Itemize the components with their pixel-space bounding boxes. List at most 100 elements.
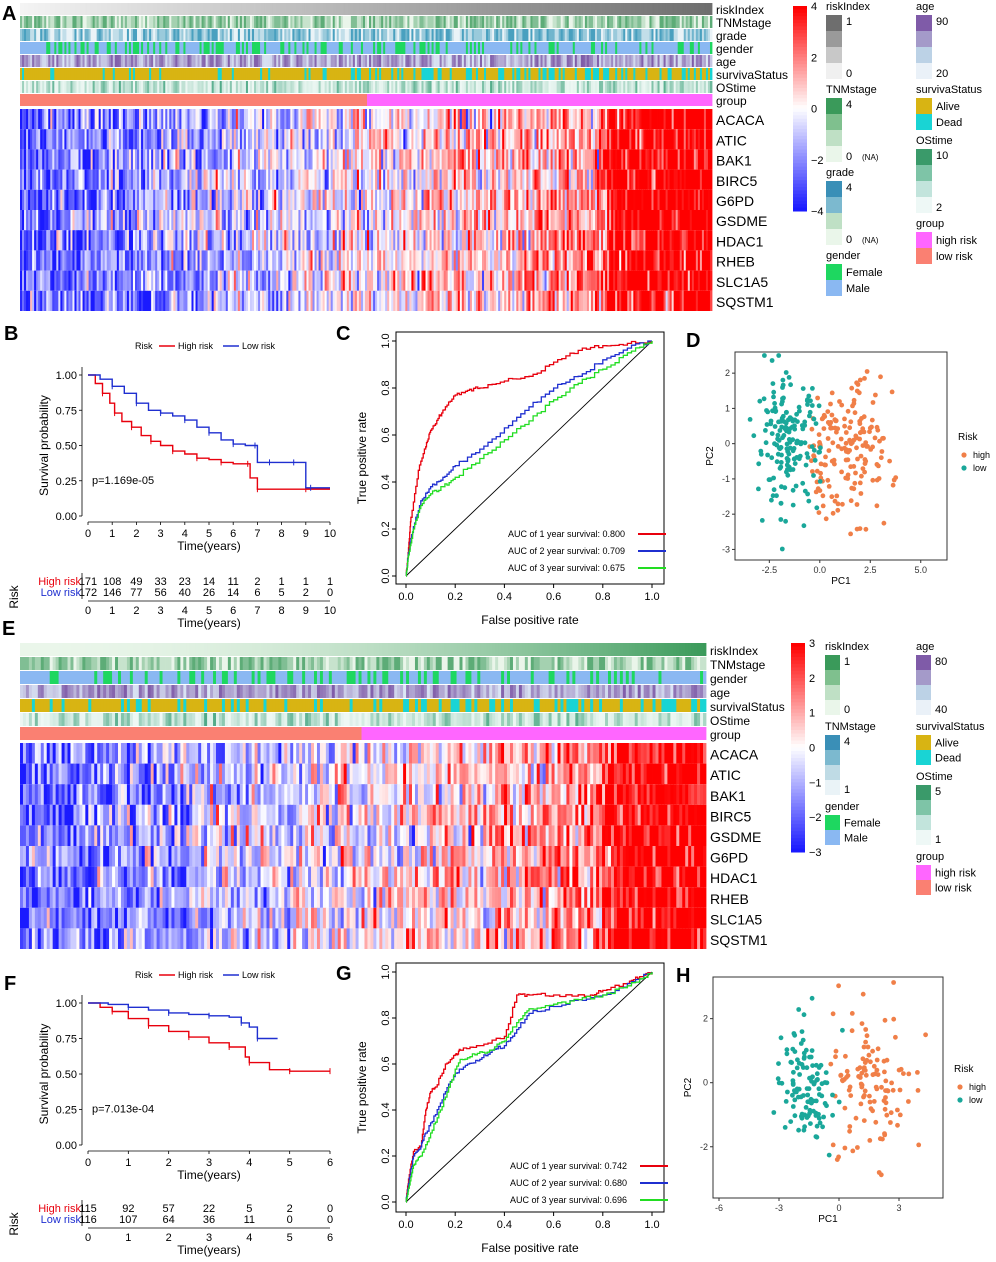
- annotation-cell: [461, 68, 465, 80]
- annotation-cell: [322, 3, 326, 15]
- annotation-cell: [385, 68, 388, 80]
- heatmap-cell: [516, 129, 519, 150]
- annotation-cell: [151, 42, 154, 54]
- annotation-cell: [397, 55, 400, 67]
- annotation-cell: [78, 42, 81, 54]
- heatmap-cell: [546, 129, 549, 150]
- annotation-cell: [110, 55, 114, 67]
- annotation-cell: [639, 68, 642, 80]
- annotation-cell: [417, 42, 420, 54]
- annotation-cell: [705, 42, 709, 54]
- annotation-cell: [484, 29, 487, 41]
- heatmap-cell: [657, 109, 660, 130]
- annotation-cell: [441, 16, 445, 28]
- annotation-cell: [241, 3, 245, 15]
- heatmap-cell: [189, 109, 192, 130]
- annotation-cell: [48, 29, 51, 41]
- annotation-cell: [429, 42, 432, 54]
- annotation-cell: [276, 94, 279, 106]
- annotation-cell: [576, 16, 580, 28]
- annotation-cell: [431, 94, 434, 106]
- annotation-cell: [375, 81, 378, 93]
- annotation-cell: [568, 55, 572, 67]
- annotation-cell: [159, 94, 162, 106]
- annotation-cell: [601, 55, 604, 67]
- annotation-cell: [488, 55, 491, 67]
- annotation-cell: [542, 16, 545, 28]
- annotation-cell: [389, 94, 392, 106]
- annotation-cell: [685, 55, 689, 67]
- annotation-cell: [383, 29, 386, 41]
- annotation-cell: [643, 42, 646, 54]
- annotation-cell: [241, 81, 245, 93]
- annotation-cell: [183, 29, 186, 41]
- annotation-cell: [201, 94, 204, 106]
- annotation-cell: [177, 55, 180, 67]
- annotation-cell: [201, 55, 204, 67]
- heatmap-cell: [590, 129, 594, 150]
- annotation-cell: [395, 94, 398, 106]
- annotation-cell: [298, 16, 301, 28]
- annotation-cell: [558, 68, 562, 80]
- annotation-cell: [282, 29, 285, 41]
- heatmap-cell: [243, 109, 247, 130]
- annotation-cell: [427, 16, 430, 28]
- annotation-cell: [177, 94, 180, 106]
- annotation-cell: [405, 55, 408, 67]
- annotation-cell: [693, 81, 697, 93]
- annotation-cell: [564, 3, 568, 15]
- annotation-cell: [403, 29, 406, 41]
- annotation-cell: [381, 3, 384, 15]
- gene-label: ACACA: [716, 112, 765, 128]
- heatmap-cell: [401, 109, 404, 130]
- annotation-cell: [433, 55, 437, 67]
- annotation-cell: [284, 81, 287, 93]
- heatmap-cell: [332, 109, 336, 130]
- annotation-cell: [697, 55, 701, 67]
- annotation-cell: [419, 42, 422, 54]
- annotation-cell: [108, 68, 112, 80]
- annotation-cell: [239, 3, 243, 15]
- annotation-cell: [554, 3, 558, 15]
- annotation-cell: [580, 3, 584, 15]
- annotation-cell: [219, 94, 223, 106]
- heatmap-cell: [465, 109, 469, 130]
- annotation-cell: [34, 68, 37, 80]
- heatmap-cell: [298, 129, 301, 150]
- annotation-cell: [498, 94, 501, 106]
- heatmap-cell: [367, 109, 370, 130]
- annotation-cell: [411, 68, 414, 80]
- annotation-cell: [338, 16, 342, 28]
- annotation-cell: [691, 81, 695, 93]
- annotation-cell: [266, 55, 269, 67]
- annotation-cell: [629, 3, 632, 15]
- annotation-cell: [457, 16, 461, 28]
- annotation-cell: [659, 81, 662, 93]
- annotation-cell: [155, 29, 158, 41]
- annotation-cell: [554, 94, 558, 106]
- annotation-cell: [294, 42, 297, 54]
- annotation-row: [20, 55, 713, 67]
- annotation-cell: [691, 55, 695, 67]
- annotation-cell: [649, 16, 652, 28]
- annotation-cell: [588, 29, 592, 41]
- annotation-cell: [165, 81, 168, 93]
- annotation-cell: [94, 68, 98, 80]
- annotation-cell: [425, 68, 428, 80]
- annotation-cell: [223, 81, 227, 93]
- heatmap-cell: [371, 129, 374, 150]
- annotation-cell: [258, 55, 261, 67]
- annotation-cell: [633, 16, 636, 28]
- annotation-cell: [181, 81, 184, 93]
- annotation-cell: [336, 16, 340, 28]
- annotation-cell: [362, 94, 366, 106]
- annotation-cell: [381, 29, 384, 41]
- annotation-cell: [568, 94, 572, 106]
- annotation-cell: [360, 16, 364, 28]
- annotation-cell: [673, 3, 677, 15]
- annotation-cell: [126, 29, 130, 41]
- annotation-cell: [502, 3, 505, 15]
- annotation-cell: [601, 68, 604, 80]
- heatmap-cell: [615, 109, 618, 130]
- annotation-cell: [175, 81, 178, 93]
